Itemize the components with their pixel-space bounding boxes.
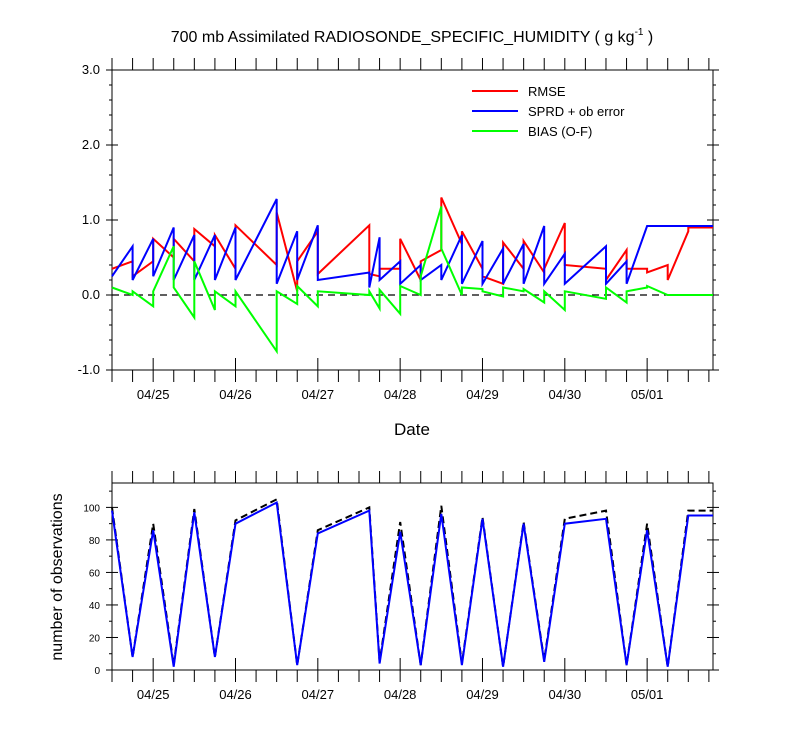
legend-label: SPRD + ob error (528, 104, 625, 119)
top-x-tick-label: 05/01 (631, 387, 664, 402)
top-x-tick-label: 04/27 (302, 387, 335, 402)
bottom-x-tick-label: 04/25 (137, 687, 170, 702)
top-legend: RMSE SPRD + ob error BIAS (O-F) (472, 84, 625, 139)
legend-label: RMSE (528, 84, 566, 99)
top-x-tick-label: 04/25 (137, 387, 170, 402)
bottom-series-series-1 (111, 500, 713, 667)
chart-title-main: 700 mb Assimilated RADIOSONDE_SPECIFIC_H… (171, 29, 635, 46)
chart-title-end: ) (643, 29, 653, 46)
bottom-plot-frame (111, 482, 714, 671)
bottom-x-tick-label: 04/26 (219, 687, 252, 702)
chart-title: 700 mb Assimilated RADIOSONDE_SPECIFIC_H… (171, 27, 654, 46)
chart-title-superscript: -1 (635, 27, 644, 38)
bottom-y-tick-label: 60 (89, 568, 101, 579)
top-x-tick-label: 04/29 (466, 387, 499, 402)
bottom-y-tick-label: 20 (89, 633, 101, 644)
top-panel: 04/25 04/26 04/27 04/28 04/29 04/30 05/01 -1.0 0… (78, 58, 719, 402)
top-y-tick-label: 1.0 (82, 212, 100, 227)
bottom-y-axis-label: number of observations (49, 493, 66, 660)
bottom-y-tick-label: 0 (94, 666, 100, 677)
bottom-x-tick-label: 05/01 (631, 687, 664, 702)
top-x-tick-label: 04/30 (549, 387, 582, 402)
top-x-axis-label: Date (394, 420, 430, 439)
top-x-tick-label: 04/26 (219, 387, 252, 402)
bottom-y-tick-label: 80 (89, 536, 101, 547)
top-y-tick-label: 2.0 (82, 137, 100, 152)
bottom-x-tick-label: 04/29 (466, 687, 499, 702)
top-series-bias-o-f (111, 206, 713, 355)
bottom-x-tick-label: 04/30 (549, 687, 582, 702)
bottom-x-tick-label: 04/27 (302, 687, 335, 702)
top-x-tick-label: 04/28 (384, 387, 417, 402)
bottom-y-tick-label: 100 (83, 503, 100, 514)
legend-label: BIAS (O-F) (528, 124, 592, 139)
top-y-tick-label: -1.0 (78, 362, 100, 377)
top-y-tick-label: 3.0 (82, 62, 100, 77)
bottom-y-tick-label: 40 (89, 601, 101, 612)
top-series-rmse (111, 197, 713, 292)
bottom-panel: 04/25 04/26 04/27 04/28 04/29 04/30 05/01 0 20 40… (83, 471, 719, 702)
top-y-tick-label: 0.0 (82, 287, 100, 302)
bottom-x-tick-label: 04/28 (384, 687, 417, 702)
top-series-sprd-ob-error (111, 198, 713, 288)
